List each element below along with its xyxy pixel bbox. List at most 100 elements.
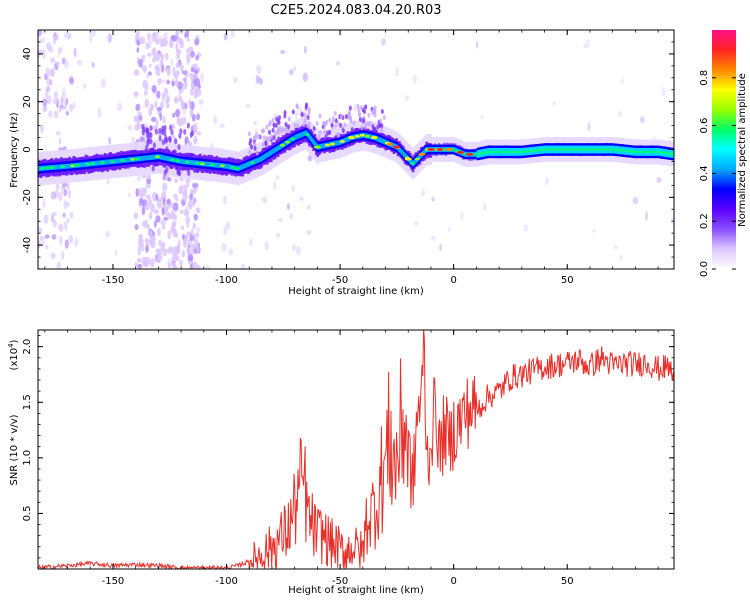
noise-speck [195, 186, 198, 192]
ridge-core-cyan [319, 144, 323, 149]
ridge-core-cyan [302, 131, 306, 137]
ridge-wisp [380, 108, 384, 114]
noise-speck [66, 218, 70, 224]
ridge-core-cyan [303, 130, 307, 136]
noise-speck [182, 70, 187, 75]
noise-speck [39, 37, 46, 44]
noise-speck [182, 80, 188, 90]
noise-speck [160, 101, 165, 109]
ridge-core-cyan [146, 155, 149, 161]
ridge-wisp [267, 121, 271, 127]
noise-speck [151, 57, 156, 63]
ridge-core-cyan [276, 145, 279, 151]
noise-speck [144, 98, 150, 108]
ridge-core-cyan [414, 159, 417, 164]
ridge-core-cyan [66, 163, 69, 169]
ridge-wisp [317, 134, 321, 140]
ridge-peak [170, 158, 175, 161]
ridge-core-cyan [322, 143, 325, 149]
ridge-core-cyan [392, 143, 395, 149]
noise-speck [480, 114, 484, 119]
noise-speck [430, 235, 437, 241]
ridge-wisp [359, 105, 363, 111]
ridge-core-cyan [279, 144, 282, 150]
ridge-core-cyan [139, 156, 142, 161]
ridge-peak [534, 148, 540, 152]
ridge-core-cyan [205, 161, 208, 167]
snr-x-label: Height of straight line (km) [288, 585, 424, 596]
ridge-wisp [348, 105, 352, 111]
ridge-core-cyan [204, 161, 207, 167]
ridge-peak [654, 150, 660, 154]
ridge-wisp [261, 142, 265, 148]
noise-speck [186, 57, 190, 65]
noise-speck [64, 221, 67, 227]
noise-streak [151, 165, 155, 172]
noise-speck [151, 84, 157, 93]
noise-speck [48, 110, 53, 118]
ridge-core-cyan [289, 138, 292, 143]
ridge-core-cyan [405, 154, 408, 160]
noise-speck [182, 77, 187, 82]
spectrogram-y-axis: -40 -20 0 20 40 [22, 29, 674, 270]
ridge-wisp [343, 122, 347, 128]
svg-text:(x104): (x104) [7, 339, 20, 370]
noise-speck [180, 184, 184, 189]
ridge-peak [185, 160, 190, 164]
noise-speck [63, 59, 69, 69]
ridge-peak [629, 150, 635, 153]
ridge-peak [554, 148, 560, 151]
ridge-wisp [362, 109, 366, 115]
ridge-core-cyan [343, 138, 346, 143]
ridge-wisp [265, 124, 269, 130]
noise-speck [173, 193, 178, 199]
ridge-core-cyan [344, 137, 348, 143]
ridge-core-cyan [98, 160, 101, 166]
ridge-core-cyan [339, 139, 342, 145]
noise-streak [177, 144, 181, 151]
ridge-core-cyan [80, 162, 83, 168]
ridge-core-cyan [274, 147, 277, 153]
noise-speck [137, 250, 141, 256]
noise-speck [133, 91, 139, 98]
noise-streak [165, 146, 169, 153]
noise-speck [69, 211, 74, 219]
ridge-wisp [328, 129, 332, 135]
noise-speck [157, 255, 163, 261]
noise-streak [170, 129, 174, 136]
ridge-core-cyan [150, 154, 153, 160]
noise-speck [55, 130, 61, 136]
spectrogram-x-label: Height of straight line (km) [288, 286, 424, 297]
noise-speck [162, 174, 166, 181]
noise-streak [141, 123, 145, 130]
colorbar: 0.0 0.2 0.4 0.6 0.8 Normalized spectral ampl… [699, 30, 748, 277]
noise-speck [159, 60, 163, 68]
noise-speck [63, 189, 68, 196]
noise-speck [161, 92, 166, 102]
ridge-peak [110, 160, 115, 163]
noise-speck [182, 193, 188, 202]
noise-streak [158, 135, 162, 142]
ridge-core-cyan [308, 134, 311, 140]
ridge-core-cyan [593, 145, 596, 154]
noise-speck [58, 191, 63, 202]
ridge-core-cyan [398, 147, 401, 152]
noise-speck [192, 182, 196, 189]
noise-speck [190, 80, 197, 90]
noise-speck [253, 120, 257, 126]
ridge-wisp [277, 120, 281, 126]
ridge-wisp [257, 134, 261, 140]
colorbar-tick-label: 0.0 [699, 261, 710, 277]
noise-speck [139, 36, 145, 45]
noise-speck [177, 117, 184, 127]
ridge-core-cyan [215, 162, 218, 168]
ridge-peak [45, 166, 50, 170]
noise-speck [617, 111, 622, 117]
ridge-core-cyan [65, 163, 68, 169]
snr-x-tick-label: -150 [102, 576, 125, 587]
ridge-hotspot [436, 148, 444, 151]
ridge-hotspot [445, 148, 453, 151]
noise-speck [144, 204, 150, 211]
noise-speck [640, 116, 645, 124]
